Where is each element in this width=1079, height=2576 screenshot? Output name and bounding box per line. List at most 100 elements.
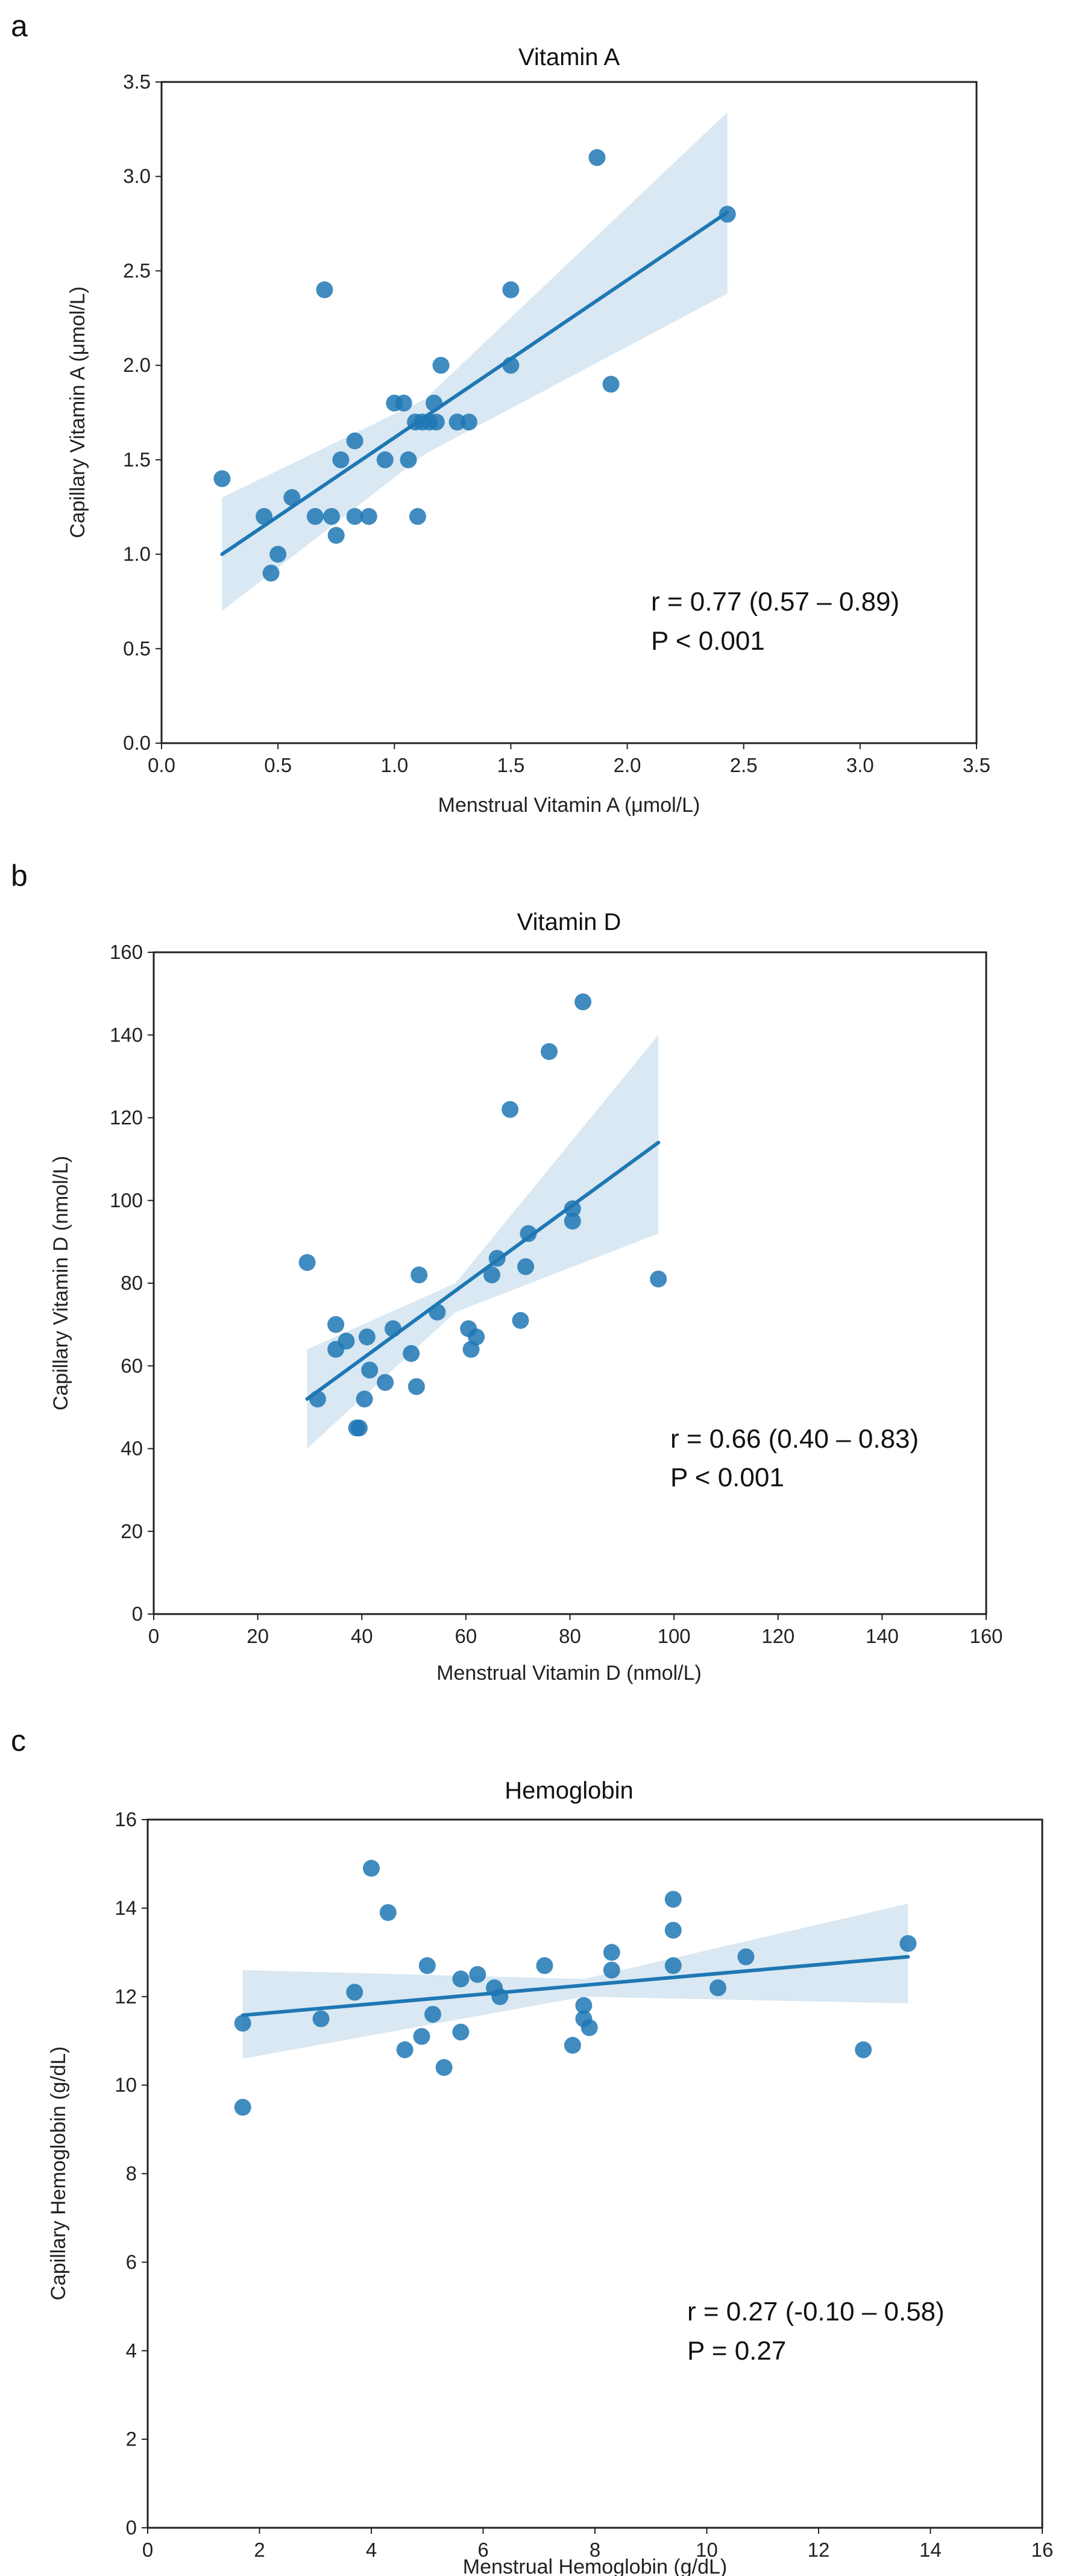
data-point [306, 507, 324, 525]
confidence-band-vitamin-d [307, 1035, 659, 1449]
x-tick-label: 12 [808, 2539, 830, 2561]
data-point [396, 2041, 414, 2058]
data-point [709, 1979, 726, 1997]
data-point [418, 1957, 436, 1974]
data-point [385, 1320, 401, 1337]
panel-vitamin-a: a Vitamin A 0.0 0.5 1.0 1.5 2.0 2.5 3.0 3.5 0.0 0… [11, 9, 990, 817]
x-tick-label: 60 [455, 1625, 477, 1647]
y-tick-label: 8 [126, 2163, 137, 2185]
data-point [350, 1419, 368, 1437]
data-point [298, 1254, 316, 1271]
data-point [502, 1101, 519, 1118]
data-point [411, 1266, 428, 1284]
data-point [737, 1948, 755, 1965]
y-tick-label: 1.5 [123, 448, 151, 471]
panel-label-a: a [11, 9, 28, 43]
y-tick-label: 0.0 [123, 732, 151, 754]
x-axis-label-vitamin-a: Menstrual Vitamin A (μmol/L) [438, 794, 700, 817]
data-point [409, 507, 426, 525]
data-point [346, 432, 363, 450]
plot-frame-vitamin-a [160, 81, 978, 744]
data-point [491, 1988, 509, 2005]
data-point [536, 1957, 553, 1974]
x-tick-label: 160 [969, 1625, 1002, 1647]
data-point [448, 413, 466, 431]
data-point [719, 206, 736, 223]
data-point [541, 1043, 558, 1060]
panel-label-b: b [11, 859, 28, 893]
y-tick-label: 10 [115, 2074, 137, 2096]
x-tick-label: 2 [254, 2539, 265, 2561]
annotation-r-vitamin-a: r = 0.77 (0.57 – 0.89) [651, 587, 899, 617]
y-axis-label-vitamin-d: Capillary Vitamin D (nmol/L) [49, 1156, 72, 1411]
data-point [376, 451, 394, 468]
data-point [452, 2023, 470, 2041]
data-point [269, 545, 287, 563]
x-tick-label: 120 [761, 1625, 794, 1647]
x-tick-label: 20 [247, 1625, 269, 1647]
y-tick-label: 12 [115, 1985, 137, 2008]
x-tick-label: 14 [919, 2539, 942, 2561]
data-point [564, 1200, 581, 1217]
x-tick-label: 0.5 [264, 754, 292, 776]
y-tick-label: 2.0 [123, 354, 151, 376]
data-point [413, 2028, 430, 2045]
x-tick-label: 16 [1031, 2539, 1054, 2561]
y-tick-label: 3.0 [123, 165, 151, 187]
x-tick-label: 100 [658, 1625, 691, 1647]
data-point [452, 1970, 470, 1988]
x-tick-label: 8 [590, 2539, 600, 2561]
data-point [283, 489, 301, 506]
data-point [575, 1997, 593, 2014]
data-point [323, 507, 340, 525]
annotation-r-vitamin-d: r = 0.66 (0.40 – 0.83) [670, 1424, 919, 1454]
data-point [403, 1345, 420, 1362]
x-tick-label: 80 [559, 1625, 581, 1647]
data-point [332, 451, 350, 468]
regression-line-hemoglobin [241, 1955, 910, 2017]
y-tick-label: 3.5 [123, 71, 151, 93]
x-tick-label: 3.0 [846, 754, 874, 776]
data-point [400, 451, 417, 468]
y-tick-label: 2 [126, 2428, 137, 2450]
x-tick-label: 1.5 [497, 754, 524, 776]
data-point [213, 470, 231, 488]
data-point [358, 1328, 376, 1346]
data-point [316, 281, 333, 298]
x-tick-label: 6 [477, 2539, 488, 2561]
y-axis-label-vitamin-a: Capillary Vitamin A (μmol/L) [66, 286, 89, 538]
confidence-band-vitamin-a [222, 112, 728, 611]
data-point [650, 1271, 667, 1288]
y-tick-label: 120 [110, 1107, 143, 1129]
x-tick-label: 4 [366, 2539, 377, 2561]
data-point [312, 2010, 330, 2028]
data-point [520, 1225, 537, 1242]
data-point [361, 1362, 379, 1379]
y-tick-label: 20 [121, 1520, 143, 1542]
data-point [356, 1390, 373, 1408]
data-point [469, 1966, 486, 1983]
x-tick-label: 1.0 [380, 754, 408, 776]
y-tick-label: 100 [110, 1189, 143, 1211]
data-point [234, 2099, 251, 2116]
x-tick-label: 3.5 [963, 754, 990, 776]
data-point [407, 1378, 425, 1395]
chart-title-hemoglobin: Hemoglobin [505, 1777, 633, 1804]
y-tick-label: 4 [126, 2339, 137, 2361]
y-tick-label: 60 [121, 1354, 143, 1377]
data-point [377, 1374, 394, 1391]
data-point [488, 1249, 506, 1267]
data-point [855, 2041, 872, 2058]
y-tick-label: 1.0 [123, 543, 151, 565]
data-point [234, 2014, 251, 2032]
data-point [517, 1258, 535, 1275]
x-tick-label: 0.0 [148, 754, 175, 776]
x-tick-label: 10 [696, 2539, 718, 2561]
data-point [899, 1935, 917, 1952]
data-point [338, 1333, 355, 1350]
data-point [363, 1859, 380, 1877]
data-point [664, 1957, 682, 1974]
data-point [427, 413, 445, 431]
annotation-p-vitamin-d: P < 0.001 [670, 1463, 784, 1492]
